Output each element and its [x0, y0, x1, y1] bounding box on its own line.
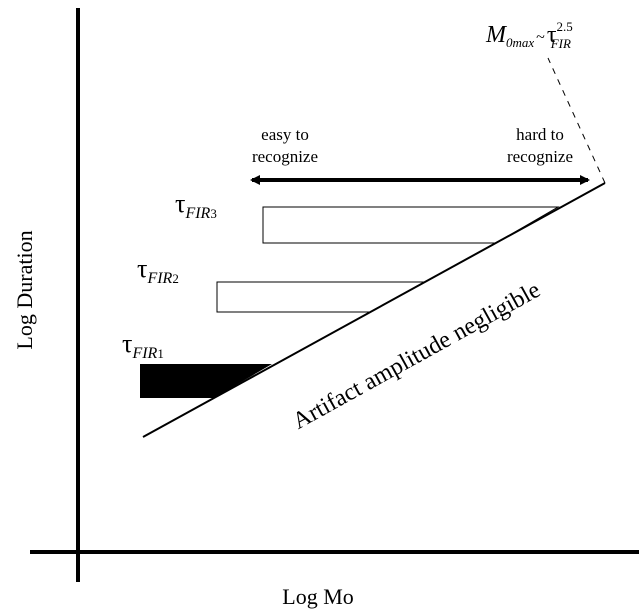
index: 3 [210, 206, 217, 221]
formula-part: τ [547, 22, 557, 48]
sub: FIR [184, 205, 210, 222]
diagonal-line [142, 182, 606, 438]
bar-label: τFIR2 [137, 254, 179, 287]
formula-part: M [485, 22, 508, 48]
hard-label: hard to [516, 125, 564, 144]
symbol: τ [122, 329, 132, 358]
index: 2 [172, 271, 179, 286]
symbol: τ [175, 189, 185, 218]
sub: FIR [146, 270, 172, 287]
y-axis-label: Log Duration [12, 230, 37, 349]
formula-part: 2.5 [556, 19, 572, 34]
formula: M0max ~τ2.5 FIR [485, 19, 573, 51]
bar-label: τFIR3 [175, 189, 217, 222]
bar-fir2 [216, 281, 426, 313]
sub: FIR [131, 345, 157, 362]
symbol: τ [137, 254, 147, 283]
index: 1 [157, 346, 164, 361]
bar-fir1 [140, 364, 272, 398]
x-axis-label: Log Mo [282, 584, 354, 609]
easy-label: easy to [261, 125, 309, 144]
bar-fir3 [262, 206, 560, 244]
easy-label: recognize [252, 147, 318, 166]
formula-part: FIR [550, 36, 571, 51]
bar-label: τFIR1 [122, 329, 164, 362]
formula-part: 0max [506, 35, 534, 50]
formula-part: ~ [536, 29, 545, 46]
hard-label: recognize [507, 147, 573, 166]
